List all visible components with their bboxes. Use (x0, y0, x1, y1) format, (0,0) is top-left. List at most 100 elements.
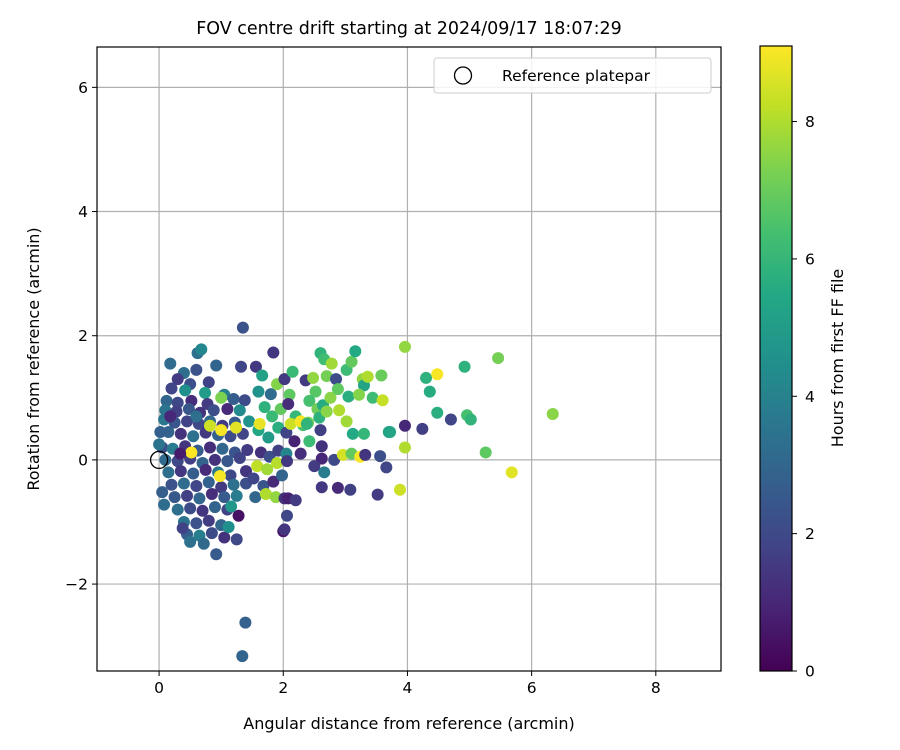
y-axis-ticks: −2 0 2 4 6 (65, 79, 97, 594)
scatter-point (210, 548, 223, 561)
scatter-point (215, 424, 228, 437)
scatter-point (179, 384, 192, 397)
scatter-point (210, 359, 223, 372)
scatter-point (196, 504, 209, 517)
scatter-point (164, 410, 177, 423)
scatter-points (153, 321, 559, 663)
scatter-point (236, 321, 249, 334)
scatter-point (174, 465, 187, 478)
scatter-point (331, 383, 344, 396)
scatter-point (238, 394, 251, 407)
scatter-point (165, 382, 178, 395)
colorbar-tick-label: 2 (805, 525, 815, 543)
scatter-point (165, 478, 178, 491)
scatter-point (185, 446, 198, 459)
scatter-point (233, 452, 246, 465)
scatter-point (184, 502, 197, 515)
scatter-point (330, 373, 343, 386)
colorbar-label: Hours from first FF file (828, 269, 847, 448)
scatter-point (314, 424, 327, 437)
scatter-point (431, 368, 444, 381)
scatter-point (464, 413, 477, 426)
scatter-point (267, 475, 280, 488)
scatter-point (344, 483, 357, 496)
scatter-point (162, 466, 175, 479)
scatter-point (361, 370, 374, 383)
scatter-point (233, 404, 246, 417)
plot-frame (96, 46, 722, 672)
scatter-point (315, 440, 328, 453)
scatter-point (218, 491, 231, 504)
scatter-point (215, 391, 228, 404)
scatter-point (294, 447, 307, 460)
scatter-point (218, 531, 231, 544)
scatter-point (309, 385, 322, 398)
scatter-point (328, 453, 341, 466)
scatter-point (278, 523, 291, 536)
scatter-point (444, 413, 457, 426)
scatter-point (353, 388, 366, 401)
scatter-point (423, 385, 436, 398)
scatter-point (479, 446, 492, 459)
scatter-point (213, 470, 226, 483)
scatter-point (204, 419, 217, 432)
scatter-point (235, 360, 248, 373)
scatter-point (190, 517, 203, 530)
scatter-point (283, 388, 296, 401)
scatter-point (318, 466, 331, 479)
y-tick-label: 4 (78, 203, 88, 221)
scatter-point (205, 527, 218, 540)
scatter-point (216, 442, 229, 455)
y-tick-label: −2 (65, 576, 88, 594)
scatter-point (289, 494, 302, 507)
scatter-point (174, 447, 187, 460)
scatter-point (331, 481, 344, 494)
scatter-point (371, 488, 384, 501)
scatter-point (190, 479, 203, 492)
scatter-point (303, 394, 316, 407)
scatter-point (195, 343, 208, 356)
scatter-point (230, 421, 243, 434)
x-tick-label: 4 (403, 679, 413, 697)
scatter-point (181, 415, 194, 428)
scatter-point (384, 425, 397, 438)
scatter-point (258, 401, 271, 414)
scatter-point (376, 394, 389, 407)
scatter-point (158, 498, 171, 511)
scatter-point (284, 417, 297, 430)
legend: Reference platepar (433, 57, 712, 94)
scatter-point (259, 488, 272, 501)
scatter-point (264, 388, 277, 401)
scatter-point (374, 450, 387, 463)
scatter-point (193, 492, 206, 505)
scatter-point (416, 422, 429, 435)
scatter-point (256, 369, 269, 382)
scatter-point (420, 371, 433, 384)
scatter-point (431, 406, 444, 419)
scatter-point (187, 467, 200, 480)
scatter-point (325, 357, 338, 370)
scatter-point (349, 345, 362, 358)
scatter-point (241, 443, 254, 456)
scatter-point (345, 355, 358, 368)
x-axis-ticks: 0 2 4 6 8 (154, 671, 661, 697)
scatter-point (221, 455, 234, 468)
colorbar-ticks: 0 2 4 6 8 (792, 113, 815, 681)
scatter-point (239, 616, 252, 629)
scatter-point (280, 509, 293, 522)
scatter-point (357, 427, 370, 440)
y-axis-label: Rotation from reference (arcmin) (24, 227, 43, 490)
scatter-point (225, 500, 238, 513)
scatter-point (247, 472, 260, 485)
y-tick-label: 6 (78, 79, 88, 97)
scatter-point (202, 514, 215, 527)
scatter-point (307, 371, 320, 384)
scatter-point (207, 404, 220, 417)
scatter-point (262, 431, 275, 444)
scatter-point (375, 369, 388, 382)
scatter-point (236, 650, 249, 663)
scatter-point (271, 457, 284, 469)
scatter-point (160, 394, 173, 407)
reference-point-marker (149, 450, 169, 470)
scatter-point (266, 410, 279, 423)
